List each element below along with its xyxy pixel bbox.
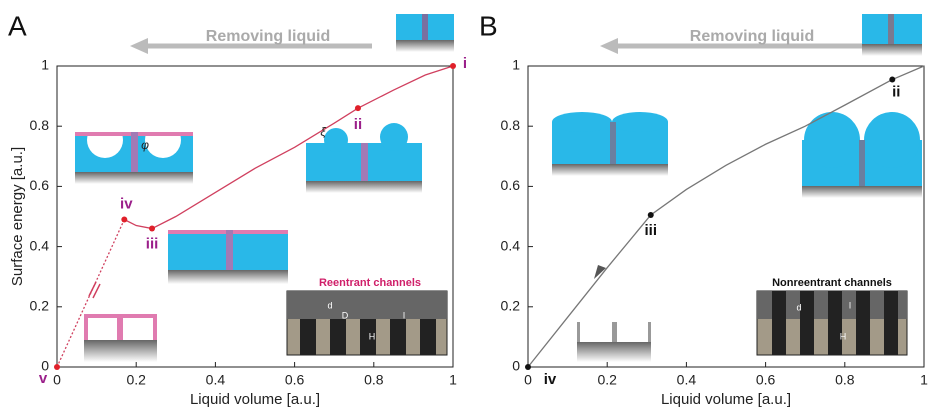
angle-label: ξ [320, 125, 326, 139]
y-tick-label: 0.8 [30, 117, 50, 133]
x-tick-label: 0 [524, 372, 532, 388]
inset-label: d [796, 302, 801, 312]
x-tick-label: 0.8 [835, 372, 855, 388]
figure: A Removing liquid 0 0.2 0.4 0.6 0.8 1 0 0.2 0.4 0.6… [0, 0, 931, 409]
banner-text: Removing liquid [690, 28, 814, 45]
point-marker [889, 77, 895, 83]
point-label: iii [645, 222, 658, 239]
inset-label: H [840, 331, 847, 341]
y-tick-label: 0.4 [30, 237, 50, 253]
point-label: iv [544, 371, 557, 388]
banner-arrowhead [600, 38, 618, 54]
inset-label: D [342, 310, 349, 320]
x-tick-label: 0.2 [597, 372, 617, 388]
point-marker [450, 63, 456, 69]
point-label: v [39, 370, 48, 387]
point-marker [54, 364, 60, 370]
inset-label: l [849, 300, 851, 310]
y-tick-label: 1 [41, 57, 49, 73]
point-marker [355, 105, 361, 111]
panel-label: A [8, 10, 27, 41]
inset-label: H [369, 331, 376, 341]
x-tick-label: 0.8 [364, 372, 384, 388]
x-tick-label: 0.6 [756, 372, 776, 388]
point-label: iv [120, 195, 133, 212]
point-label: ii [354, 116, 362, 133]
point-label: iii [146, 236, 159, 253]
y-tick-label: 0.4 [501, 237, 521, 253]
x-tick-label: 0.4 [206, 372, 226, 388]
x-axis-label: Liquid volume [a.u.] [190, 391, 320, 408]
x-tick-label: 1 [449, 372, 457, 388]
y-tick-label: 1 [512, 57, 520, 73]
banner-arrowhead [130, 38, 148, 54]
panel-label: B [479, 10, 498, 41]
x-axis-label: Liquid volume [a.u.] [661, 391, 791, 408]
y-axis-label: Surface energy [a.u.] [9, 147, 26, 286]
inset-title: Reentrant channels [319, 277, 421, 289]
y-tick-label: 0.8 [501, 117, 521, 133]
banner-text: Removing liquid [206, 28, 330, 45]
x-tick-label: 0.2 [126, 372, 146, 388]
point-marker [525, 364, 531, 370]
y-tick-label: 0 [512, 358, 520, 374]
inset-label: d [327, 300, 332, 310]
point-label: i [463, 55, 467, 72]
point-marker [149, 226, 155, 232]
point-label: ii [892, 84, 900, 101]
x-tick-label: 0.4 [677, 372, 697, 388]
y-tick-label: 0.2 [501, 298, 521, 314]
point-marker [648, 212, 654, 218]
x-tick-label: 0 [53, 372, 61, 388]
point-marker [121, 217, 127, 223]
inset-label: l [403, 310, 405, 320]
y-tick-label: 0.6 [30, 177, 50, 193]
inset-title: Nonreentrant channels [772, 277, 892, 289]
y-tick-label: 0.6 [501, 177, 521, 193]
x-tick-label: 0.6 [285, 372, 305, 388]
y-tick-label: 0.2 [30, 298, 50, 314]
x-tick-label: 1 [920, 372, 928, 388]
angle-label: φ [141, 138, 149, 152]
